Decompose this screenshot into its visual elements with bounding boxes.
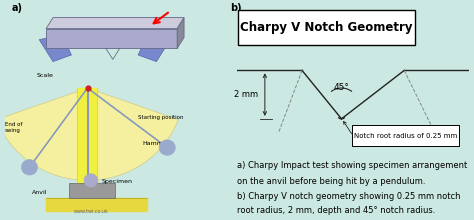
Polygon shape bbox=[177, 18, 184, 48]
Polygon shape bbox=[77, 88, 97, 194]
Text: on the anvil before being hit by a pendulum.: on the anvil before being hit by a pendu… bbox=[237, 177, 426, 186]
Text: Starting position: Starting position bbox=[138, 115, 183, 120]
Text: Specimen: Specimen bbox=[101, 179, 132, 184]
Polygon shape bbox=[46, 198, 147, 211]
Text: Anvil: Anvil bbox=[32, 190, 48, 195]
Text: Scale: Scale bbox=[37, 73, 54, 78]
Text: a) Charpy Impact test showing specimen arrangement: a) Charpy Impact test showing specimen a… bbox=[237, 161, 467, 170]
Wedge shape bbox=[0, 88, 178, 180]
Polygon shape bbox=[138, 35, 170, 62]
FancyBboxPatch shape bbox=[352, 125, 459, 146]
FancyBboxPatch shape bbox=[238, 10, 415, 45]
Text: a): a) bbox=[12, 3, 23, 13]
Text: root radius, 2 mm, depth and 45° notch radius.: root radius, 2 mm, depth and 45° notch r… bbox=[237, 206, 435, 215]
Circle shape bbox=[21, 160, 37, 175]
Text: 45°: 45° bbox=[334, 83, 349, 92]
Text: www.twi.co.uk: www.twi.co.uk bbox=[73, 209, 109, 214]
Text: Charpy V Notch Geometry: Charpy V Notch Geometry bbox=[240, 21, 413, 34]
Circle shape bbox=[159, 140, 175, 155]
Polygon shape bbox=[46, 18, 184, 29]
Text: b) Charpy V notch geometry showing 0.25 mm notch: b) Charpy V notch geometry showing 0.25 … bbox=[237, 192, 460, 201]
Text: Notch root radius of 0.25 mm: Notch root radius of 0.25 mm bbox=[354, 133, 457, 139]
Text: Hammer: Hammer bbox=[143, 141, 170, 146]
Text: End of
swing: End of swing bbox=[5, 122, 22, 133]
Polygon shape bbox=[46, 29, 177, 48]
Polygon shape bbox=[39, 35, 72, 62]
Circle shape bbox=[84, 174, 98, 187]
Text: 2 mm: 2 mm bbox=[234, 90, 258, 99]
Polygon shape bbox=[69, 183, 115, 198]
Polygon shape bbox=[106, 48, 119, 59]
Text: b): b) bbox=[230, 3, 242, 13]
